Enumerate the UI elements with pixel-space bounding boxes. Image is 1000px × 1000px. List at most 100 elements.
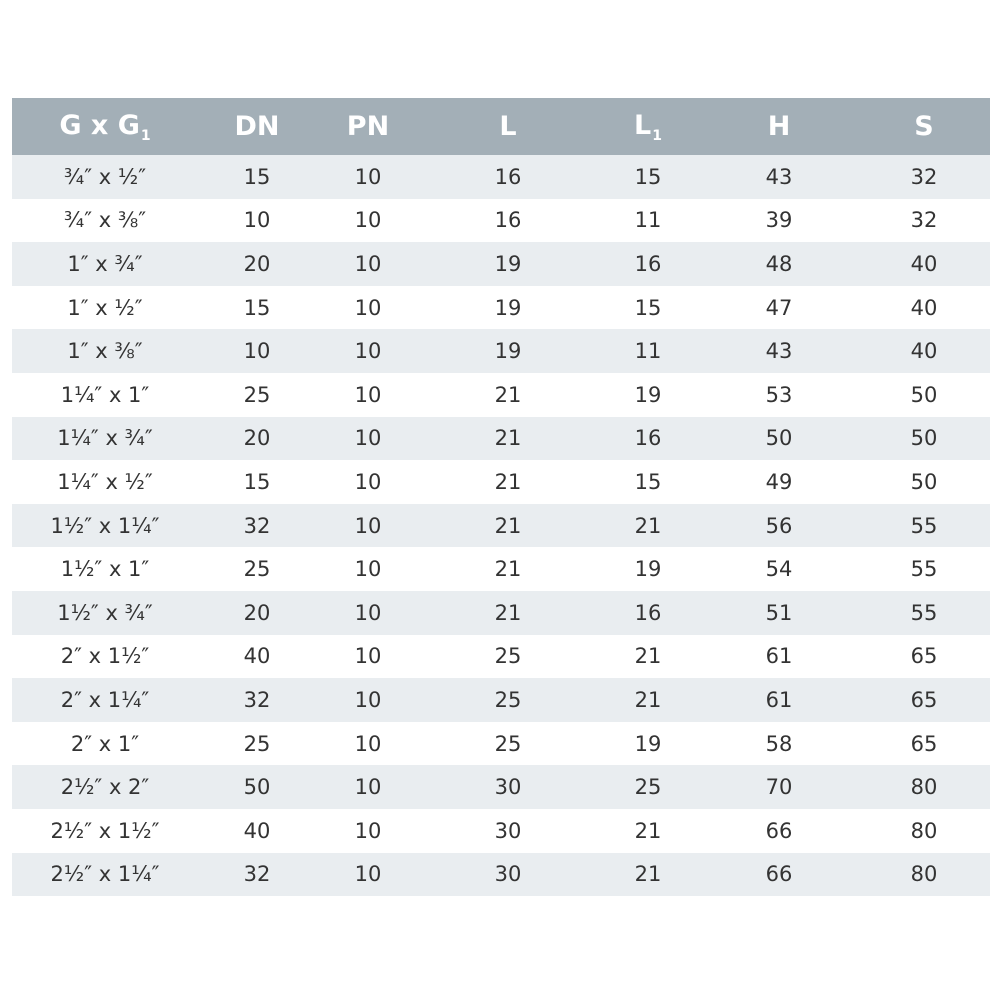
table-cell: 25 <box>243 382 271 407</box>
table-cell: 25 <box>494 731 522 756</box>
table-cell: 10 <box>316 678 420 722</box>
table-cell: 25 <box>243 557 271 582</box>
table-cell: 10 <box>354 818 382 843</box>
column-header-label: S <box>914 111 934 142</box>
table-cell: 15 <box>596 155 700 199</box>
table-row: 1½″ x ¾″ 20 10 21 16 51 55 <box>12 590 990 635</box>
table-cell: 30 <box>420 765 596 809</box>
column-header: L1 <box>596 98 700 155</box>
table-cell: 55 <box>858 590 990 635</box>
column-header-subscript: 1 <box>652 127 662 144</box>
table-cell: 10 <box>316 155 420 199</box>
table-cell: 10 <box>316 242 420 286</box>
table-cell: 39 <box>765 208 793 233</box>
table-cell: 40 <box>858 242 990 286</box>
table-row: 2″ x 1″ 25 10 25 19 58 65 <box>12 722 990 766</box>
table-row: 2″ x 1¼″ 32 10 25 21 61 65 <box>12 678 990 722</box>
table-cell: 20 <box>198 242 316 286</box>
table-cell: 16 <box>596 242 700 286</box>
table-cell: 80 <box>910 818 938 843</box>
table-cell: 32 <box>198 852 316 897</box>
table-cell: 21 <box>596 503 700 548</box>
table-cell: 51 <box>700 590 858 635</box>
table-cell: 21 <box>420 416 596 461</box>
table-row: 2″ x 1½″ 40 10 25 21 61 65 <box>12 635 990 679</box>
table-cell: 16 <box>596 590 700 635</box>
column-header: G x G1 <box>12 98 198 155</box>
table-cell: 10 <box>354 295 382 320</box>
table-cell: 30 <box>420 852 596 897</box>
table-cell: 32 <box>858 155 990 199</box>
table-cell: 48 <box>700 242 858 286</box>
table-cell: 20 <box>198 416 316 461</box>
table-cell: 43 <box>700 329 858 373</box>
table-cell: 15 <box>243 295 271 320</box>
table-cell: 54 <box>765 557 793 582</box>
column-header-label: G x G <box>59 109 140 141</box>
table-cell: 10 <box>354 382 382 407</box>
table-cell: 21 <box>420 503 596 548</box>
table-cell: ¾″ x ⅜″ <box>63 208 147 233</box>
table-cell: 30 <box>494 818 522 843</box>
table-cell: 40 <box>243 644 271 669</box>
table-cell: 1¼″ x ¾″ <box>12 416 198 461</box>
table-cell: 40 <box>243 818 271 843</box>
table-cell: 40 <box>910 295 938 320</box>
table-cell: 70 <box>700 765 858 809</box>
table-row: ¾″ x ⅜″ 10 10 16 11 39 32 <box>12 199 990 243</box>
table-cell: 80 <box>858 765 990 809</box>
table-cell: 2″ x 1½″ <box>60 644 150 669</box>
table-cell: 21 <box>494 469 522 494</box>
table-row: 1½″ x 1¼″ 32 10 21 21 56 55 <box>12 503 990 548</box>
table-cell: 50 <box>910 382 938 407</box>
table-cell: 40 <box>858 329 990 373</box>
table-cell: 1½″ x 1¼″ <box>12 503 198 548</box>
table-cell: 1½″ x ¾″ <box>12 590 198 635</box>
table-cell: 15 <box>198 155 316 199</box>
table-cell: 21 <box>634 644 662 669</box>
table-row: 1″ x ⅜″ 10 10 19 11 43 40 <box>12 329 990 373</box>
column-header: L <box>420 98 596 155</box>
table-cell: 61 <box>700 678 858 722</box>
table-cell: 61 <box>765 644 793 669</box>
table-cell: 50 <box>858 416 990 461</box>
table-cell: 80 <box>858 852 990 897</box>
column-header-label: L <box>499 111 517 142</box>
table-cell: 11 <box>634 208 662 233</box>
table-row: 2½″ x 2″ 50 10 30 25 70 80 <box>12 765 990 809</box>
table-cell: 10 <box>316 852 420 897</box>
table-cell: 19 <box>420 329 596 373</box>
table-cell: 65 <box>910 644 938 669</box>
table-cell: 66 <box>700 852 858 897</box>
table-cell: 1¼″ x ½″ <box>57 469 153 494</box>
table-cell: 19 <box>420 242 596 286</box>
table-cell: 16 <box>596 416 700 461</box>
table-cell: 15 <box>243 469 271 494</box>
table-cell: 21 <box>420 590 596 635</box>
table-cell: 10 <box>354 469 382 494</box>
table-cell: 56 <box>700 503 858 548</box>
table-cell: 10 <box>198 329 316 373</box>
table-cell: 15 <box>634 469 662 494</box>
column-header-subscript: 1 <box>140 127 151 144</box>
table-cell: 49 <box>765 469 793 494</box>
table-cell: 10 <box>243 208 271 233</box>
column-header: S <box>858 98 990 155</box>
column-header-label: DN <box>234 111 280 142</box>
table-cell: 10 <box>316 590 420 635</box>
table-cell: 10 <box>316 329 420 373</box>
column-header: H <box>700 98 858 155</box>
table-cell: 50 <box>910 469 938 494</box>
table-cell: 1½″ x 1″ <box>60 557 150 582</box>
table-row: ¾″ x ½″ 15 10 16 15 43 32 <box>12 155 990 199</box>
table-cell: 10 <box>316 503 420 548</box>
table-cell: 50 <box>700 416 858 461</box>
table-cell: 32 <box>198 503 316 548</box>
table-cell: 16 <box>420 155 596 199</box>
table-body: ¾″ x ½″ 15 10 16 15 43 32 ¾″ x ⅜″ 10 10 16 11 39 32 1″… <box>12 155 990 897</box>
table-cell: 1″ x ⅜″ <box>12 329 198 373</box>
table-row: 1¼″ x ¾″ 20 10 21 16 50 50 <box>12 416 990 461</box>
table-cell: 19 <box>634 731 662 756</box>
table-cell: 25 <box>420 678 596 722</box>
column-header-label: L <box>634 109 652 141</box>
